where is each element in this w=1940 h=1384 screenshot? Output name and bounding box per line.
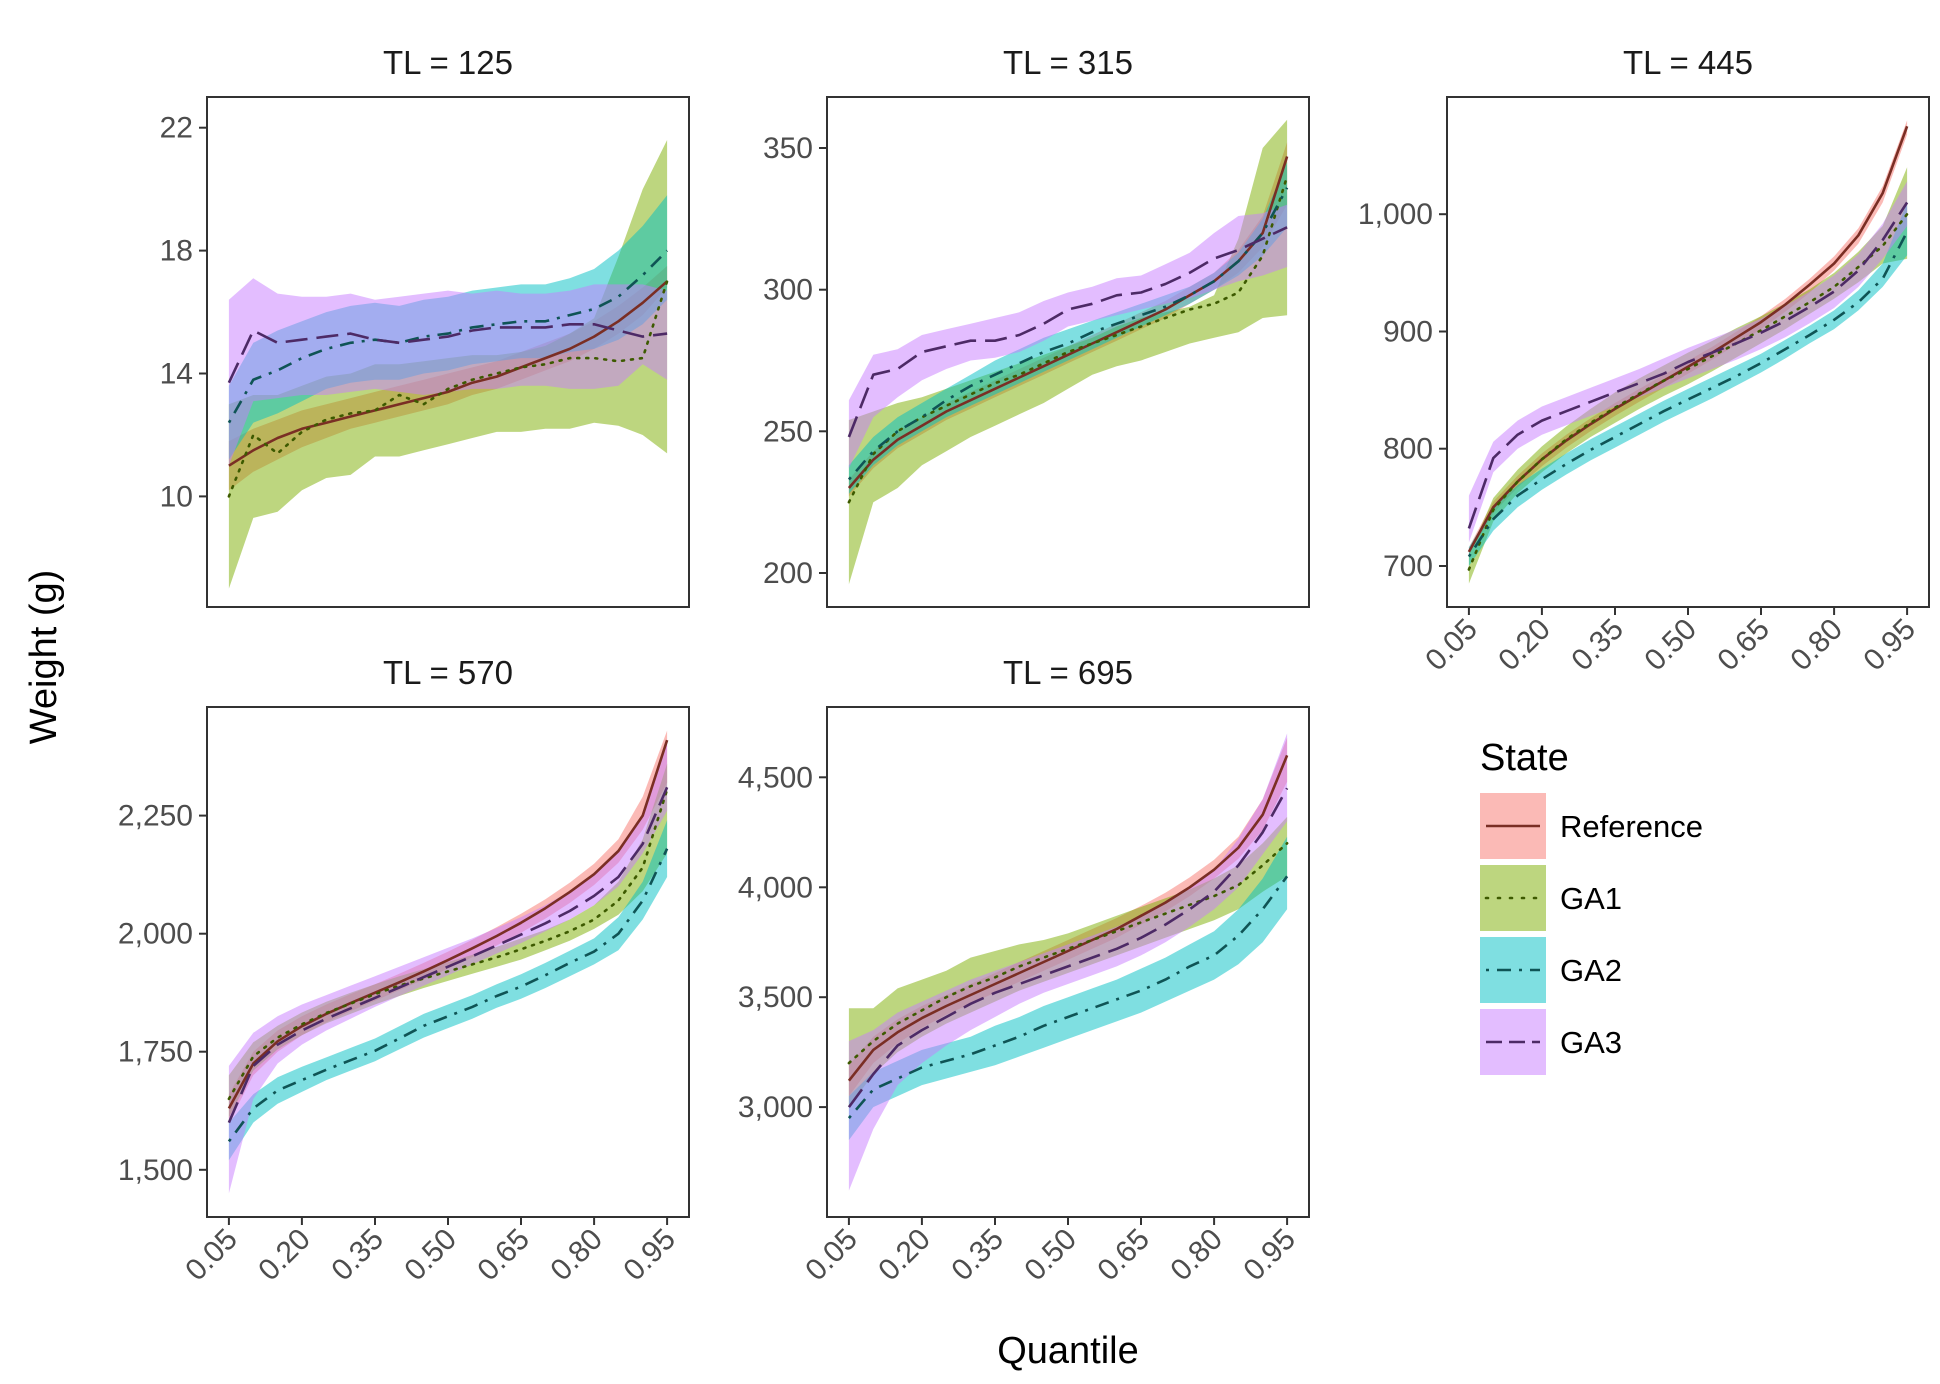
x-tick-label: 0.50 (398, 1223, 463, 1288)
line-ga3 (847, 787, 1289, 1108)
x-tick-label: 0.65 (471, 1223, 536, 1288)
x-tick-label: 0.80 (1164, 1223, 1229, 1288)
line-ga2 (227, 848, 669, 1143)
legend-label: GA1 (1560, 881, 1622, 916)
legend-item-ga3: GA3 (1480, 1009, 1622, 1075)
x-tick-label: 0.35 (325, 1223, 390, 1288)
facet-title-1: TL = 125 (383, 44, 513, 81)
line-ga2 (1467, 231, 1909, 558)
x-tick-label: 0.05 (179, 1223, 244, 1288)
y-tick-label: 300 (763, 274, 813, 307)
y-tick-label: 3,000 (738, 1091, 813, 1124)
y-tick-label: 3,500 (738, 981, 813, 1014)
x-tick-label: 0.95 (1857, 613, 1922, 678)
line-reference (227, 739, 669, 1110)
ribbon-ga3 (848, 204, 1288, 469)
x-tick-label: 0.35 (1565, 613, 1630, 678)
y-tick-label: 4,500 (738, 761, 813, 794)
x-tick-label: 0.20 (872, 1223, 937, 1288)
x-tick-label: 0.65 (1091, 1223, 1156, 1288)
y-tick-label: 1,000 (1358, 198, 1433, 231)
line-ga2 (227, 249, 669, 424)
y-tick-label: 800 (1383, 433, 1433, 466)
x-tick-label: 0.50 (1018, 1223, 1083, 1288)
line-ga2 (847, 875, 1289, 1119)
legend-label: GA3 (1560, 1025, 1622, 1060)
line-ga1 (227, 279, 669, 498)
x-tick-label: 0.80 (544, 1223, 609, 1288)
x-axis-title: Quantile (997, 1330, 1139, 1372)
x-tick-label: 0.95 (617, 1223, 682, 1288)
y-tick-label: 18 (160, 235, 193, 268)
legend-keys: Reference GA1 GA2 GA3 (1480, 793, 1703, 1075)
facet-axes-1: 10 14 18 22 (160, 112, 207, 513)
ribbon-ga2 (848, 162, 1288, 494)
x-tick-label: 0.95 (1237, 1223, 1302, 1288)
ribbon-ga2 (848, 836, 1288, 1141)
facet-title-3: TL = 445 (1623, 44, 1753, 81)
y-tick-label: 900 (1383, 316, 1433, 349)
legend-label: Reference (1560, 809, 1703, 844)
facet-marks-4 (227, 730, 669, 1194)
line-ga3 (227, 322, 668, 384)
line-ga3 (227, 786, 669, 1124)
y-tick-label: 2,250 (118, 800, 193, 833)
x-tick-label: 0.20 (252, 1223, 317, 1288)
x-tick-label: 0.50 (1638, 613, 1703, 678)
y-axis-title: Weight (g) (23, 570, 65, 745)
line-ga1 (1467, 212, 1909, 571)
y-tick-label: 4,000 (738, 871, 813, 904)
facet-title-5: TL = 695 (1003, 654, 1133, 691)
facet-marks-1 (227, 140, 669, 589)
line-reference (228, 280, 668, 467)
legend-label: GA2 (1560, 953, 1622, 988)
y-tick-label: 1,500 (118, 1154, 193, 1187)
y-tick-label: 200 (763, 557, 813, 590)
x-tick-label: 0.80 (1784, 613, 1849, 678)
x-tick-label: 0.65 (1711, 613, 1776, 678)
y-tick-label: 350 (763, 132, 813, 165)
line-reference (847, 754, 1289, 1082)
y-tick-label: 2,000 (118, 918, 193, 951)
line-ga1 (847, 841, 1289, 1065)
ribbon-ga3 (848, 733, 1288, 1191)
y-tick-label: 700 (1383, 550, 1433, 583)
facet-panel-4: TL = 570 1,500 1,750 2,000 2,250 0.05 0.20 0.3… (118, 654, 690, 1288)
y-tick-label: 1,750 (118, 1036, 193, 1069)
facet-border-1 (206, 96, 690, 608)
legend-item-reference: Reference (1480, 793, 1703, 859)
x-tick-label: 0.05 (1419, 613, 1484, 678)
facet-panel-1: TL = 125 10 14 18 22 (160, 44, 690, 608)
line-ga2 (847, 187, 1289, 481)
facet-axes-2: 200 250 300 350 (763, 132, 827, 590)
ribbon-ga3 (228, 278, 668, 466)
ribbon-ga2 (228, 820, 668, 1161)
y-tick-label: 10 (160, 480, 193, 513)
legend-title: State (1480, 737, 1569, 779)
x-tick-label: 0.05 (799, 1223, 864, 1288)
legend-item-ga1: GA1 (1480, 865, 1622, 931)
line-ga3 (1467, 201, 1909, 529)
x-tick-label: 0.20 (1492, 613, 1557, 678)
facet-marks-3 (1467, 120, 1909, 584)
y-tick-label: 22 (160, 112, 193, 145)
y-tick-label: 14 (160, 358, 193, 391)
legend: State Reference GA1 GA2 GA3 (1480, 737, 1703, 1075)
legend-item-ga2: GA2 (1480, 937, 1622, 1003)
facet-marks-5 (847, 733, 1289, 1191)
facet-marks-2 (847, 119, 1289, 585)
x-tick-label: 0.35 (945, 1223, 1010, 1288)
line-ga1 (227, 788, 669, 1101)
facet-panel-2: TL = 315 200 250 300 350 (763, 44, 1310, 608)
ribbon-reference (228, 730, 668, 1123)
facet-title-2: TL = 315 (1003, 44, 1133, 81)
facet-border-2 (826, 96, 1310, 608)
facet-title-4: TL = 570 (383, 654, 513, 691)
facet-panel-5: TL = 695 3,000 3,500 4,000 4,500 0.05 0.20 0.3… (738, 654, 1310, 1288)
y-tick-label: 250 (763, 415, 813, 448)
